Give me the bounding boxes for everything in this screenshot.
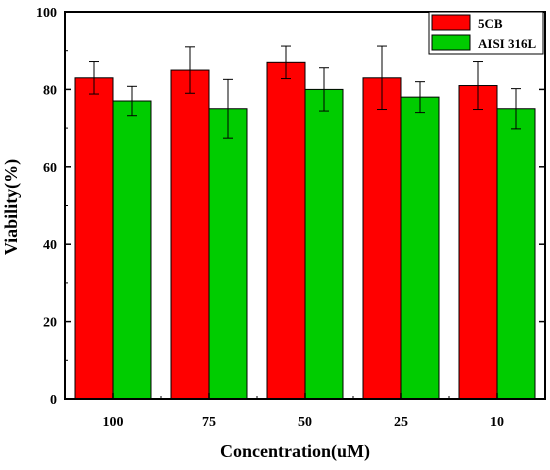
- x-axis-title: Concentration(uM): [220, 441, 370, 462]
- bar: [496, 108, 536, 400]
- y-tick-label: 80: [43, 83, 57, 98]
- x-tick-label: 75: [202, 415, 216, 430]
- y-tick-label: 20: [43, 316, 57, 331]
- y-tick-label: 0: [50, 393, 57, 408]
- y-tick-label: 100: [36, 6, 57, 21]
- x-tick-label: 25: [394, 415, 408, 430]
- error-bars-layer: [89, 45, 521, 139]
- bar: [74, 77, 114, 400]
- bar: [208, 108, 248, 400]
- y-tick-label: 40: [43, 238, 57, 253]
- legend-swatch: [431, 14, 471, 31]
- y-tick-label: 60: [43, 161, 57, 176]
- x-tick-label: 10: [490, 415, 504, 430]
- legend: 5CB AISI 316L: [428, 11, 544, 55]
- legend-label: AISI 316L: [478, 36, 536, 51]
- bar: [112, 100, 152, 400]
- x-tick-label: 50: [298, 415, 312, 430]
- bars-layer: [74, 61, 536, 400]
- legend-label: 5CB: [478, 16, 503, 31]
- bar: [458, 85, 498, 400]
- axes-layer: 0 20 40 60 80 100 100 75 50 25 10: [36, 6, 545, 430]
- bar: [266, 61, 306, 400]
- bar: [400, 96, 440, 400]
- legend-swatch: [431, 34, 471, 51]
- bar: [304, 88, 344, 400]
- bar: [362, 77, 402, 400]
- x-tick-label: 100: [103, 415, 124, 430]
- y-axis-title: Viability(%): [1, 159, 22, 255]
- bar: [170, 69, 210, 400]
